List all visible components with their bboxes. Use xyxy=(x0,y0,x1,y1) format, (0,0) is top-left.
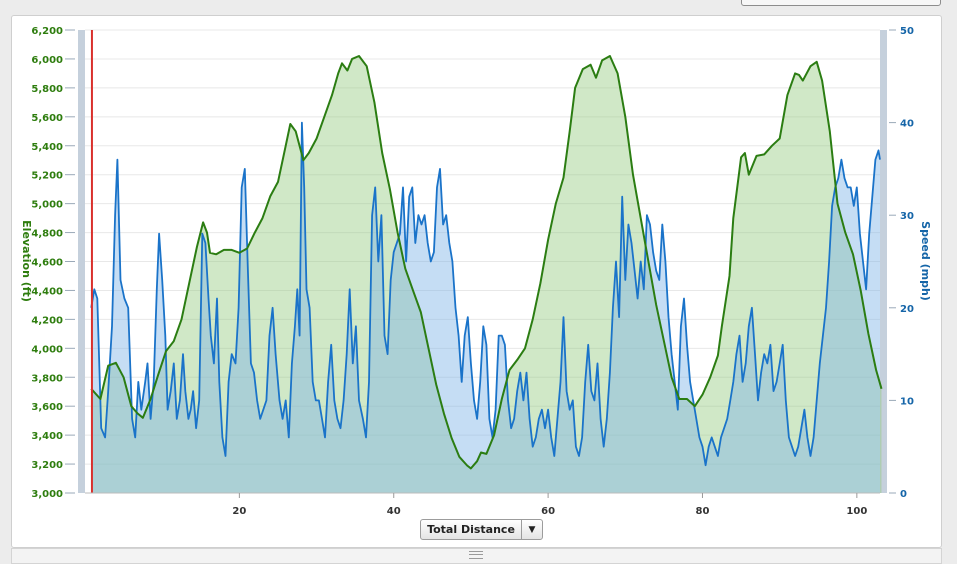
elevation-tick-label: 5,800 xyxy=(31,84,63,95)
elevation-line xyxy=(90,55,883,470)
elevation-tick-label: 4,400 xyxy=(31,286,63,297)
chevron-down-icon[interactable]: ▼ xyxy=(521,520,542,539)
elevation-tick-label: 3,200 xyxy=(31,460,63,471)
elevation-area xyxy=(91,56,882,493)
top-menu-button[interactable] xyxy=(741,0,941,6)
elevation-tick-label: 4,000 xyxy=(31,344,63,355)
elevation-axis-title: Elevation (ft) xyxy=(20,220,33,302)
right-axis-bar xyxy=(880,30,887,493)
elevation-tick-label: 4,600 xyxy=(31,258,63,269)
speed-tick-label: 40 xyxy=(900,119,914,130)
left-axis-bar xyxy=(78,30,85,493)
x-tick-label: 40 xyxy=(387,506,401,517)
elevation-tick-label: 4,200 xyxy=(31,315,63,326)
speed-tick-label: 20 xyxy=(900,304,914,315)
speed-tick-label: 0 xyxy=(900,489,907,500)
speed-tick-label: 50 xyxy=(900,26,914,37)
speed-axis-title: Speed (mph) xyxy=(919,221,932,301)
elevation-tick-label: 5,400 xyxy=(31,142,63,153)
speed-area xyxy=(91,122,880,493)
speed-line xyxy=(90,121,881,467)
elevation-tick-label: 5,600 xyxy=(31,113,63,124)
elevation-tick-label: 6,000 xyxy=(31,55,63,66)
elevation-tick-label: 3,800 xyxy=(31,373,63,384)
x-tick-label: 20 xyxy=(232,506,246,517)
x-tick-label: 60 xyxy=(541,506,555,517)
elevation-tick-label: 4,800 xyxy=(31,229,63,240)
elevation-tick-label: 3,000 xyxy=(31,489,63,500)
elevation-tick-label: 6,200 xyxy=(31,26,63,37)
resize-grip-icon[interactable] xyxy=(469,551,483,559)
elevation-tick-label: 5,200 xyxy=(31,171,63,182)
x-axis-selector[interactable]: Total Distance ▼ xyxy=(420,519,543,540)
elevation-tick-label: 5,000 xyxy=(31,200,63,211)
x-tick-label: 80 xyxy=(696,506,710,517)
x-tick-label: 100 xyxy=(846,506,867,517)
elevation-tick-label: 3,400 xyxy=(31,431,63,442)
speed-tick-label: 10 xyxy=(900,396,914,407)
elevation-tick-label: 3,600 xyxy=(31,402,63,413)
speed-tick-label: 30 xyxy=(900,211,914,222)
x-axis-selector-label: Total Distance xyxy=(427,523,515,536)
